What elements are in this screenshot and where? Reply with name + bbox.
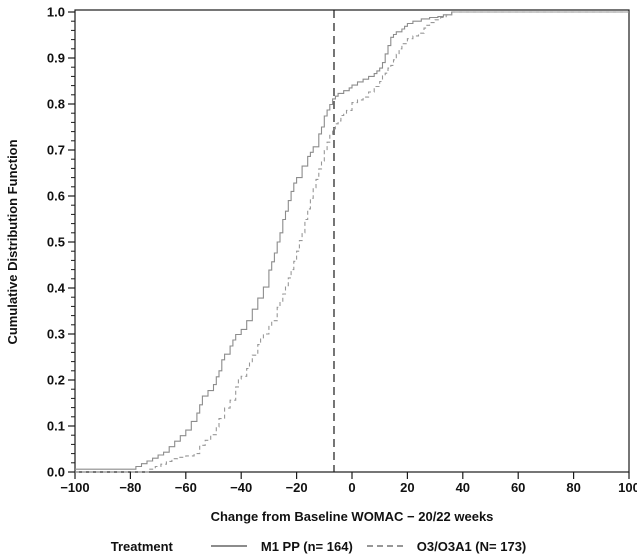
cdf-chart: 0.0 0.1 0.2 0.3 0.4 0.5 0.6 0.7 0.8 0.9 1.0 −100 −80… <box>5 5 637 524</box>
y-tick-label: 0.5 <box>47 235 65 250</box>
x-axis-title: Change from Baseline WOMAC − 20/22 weeks <box>211 509 494 524</box>
y-tick-label: 0.6 <box>47 189 65 204</box>
series-m1-pp-curve <box>75 11 629 470</box>
x-tick-label: 40 <box>456 480 470 495</box>
y-tick-label: 0.2 <box>47 373 65 388</box>
x-tick-label: 100 <box>618 480 637 495</box>
y-tick-label: 0.1 <box>47 419 65 434</box>
series-o3-o3a1-curve <box>75 11 629 473</box>
plot-frame <box>74 9 630 473</box>
y-tick-label: 1.0 <box>47 5 65 20</box>
x-tick-label: −40 <box>230 480 252 495</box>
y-axis-title: Cumulative Distribution Function <box>5 139 20 344</box>
x-tick-label: 60 <box>511 480 525 495</box>
x-tick-label: −60 <box>175 480 197 495</box>
x-tick-label: −80 <box>119 480 141 495</box>
x-tick-label: 80 <box>566 480 580 495</box>
legend-solid-line-swatch <box>210 545 247 547</box>
legend-series-2-label: O3/O3A1 (N= 173) <box>416 538 527 554</box>
y-tick-label: 0.0 <box>47 465 65 480</box>
y-tick-label: 0.9 <box>47 51 65 66</box>
y-tick-label: 0.7 <box>47 143 65 158</box>
y-axis: 0.0 0.1 0.2 0.3 0.4 0.5 0.6 0.7 0.8 0.9 1.0 <box>47 5 75 480</box>
x-tick-label: −20 <box>286 480 308 495</box>
x-tick-label: −100 <box>60 480 89 495</box>
x-tick-label: 0 <box>348 480 355 495</box>
legend-series-1-label: M1 PP (n= 164) <box>260 538 353 554</box>
x-tick-label: 20 <box>400 480 414 495</box>
x-axis: −100 −80 −60 −40 −20 0 20 40 60 80 100 <box>60 472 637 495</box>
legend-title: Treatment <box>110 538 173 554</box>
legend-dashed-line-swatch <box>366 545 403 547</box>
legend: Treatment M1 PP (n= 164) O3/O3A1 (N= 173… <box>0 536 637 556</box>
y-tick-label: 0.8 <box>47 97 65 112</box>
y-tick-label: 0.4 <box>47 281 66 296</box>
y-tick-label: 0.3 <box>47 327 65 342</box>
